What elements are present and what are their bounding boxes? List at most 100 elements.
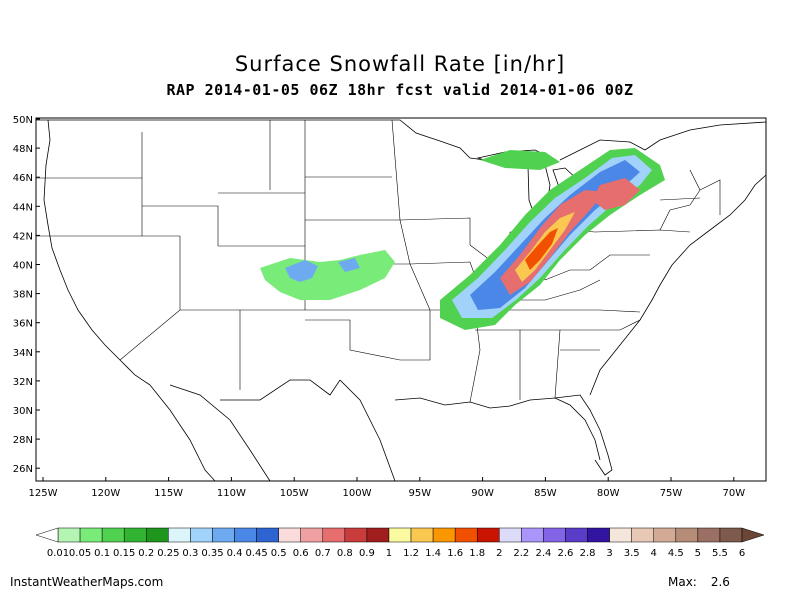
colorbar-label: 0.3 bbox=[182, 548, 198, 559]
colorbar-swatch bbox=[256, 527, 279, 543]
colorbar-swatch bbox=[234, 527, 257, 543]
colorbar-label: 0.2 bbox=[138, 548, 154, 559]
colorbar-swatch bbox=[101, 527, 125, 543]
lon-label: 75W bbox=[660, 488, 683, 499]
site-credit: InstantWeatherMaps.com bbox=[10, 575, 164, 589]
colorbar-label: 1.2 bbox=[403, 548, 419, 559]
lon-label: 105W bbox=[280, 488, 309, 499]
lat-label: 34N bbox=[13, 348, 33, 359]
colorbar-swatch bbox=[565, 527, 588, 543]
colorbar-label: 1.8 bbox=[469, 548, 485, 559]
colorbar-swatch bbox=[123, 527, 147, 543]
colorbar-swatch bbox=[653, 527, 677, 543]
colorbar-swatch bbox=[432, 527, 456, 543]
colorbar-label: 0.01 bbox=[47, 548, 69, 559]
colorbar-swatch bbox=[609, 527, 632, 543]
colorbar-swatch bbox=[719, 527, 743, 543]
max-readout: Max: 2.6 bbox=[668, 575, 730, 589]
colorbar-label: 3.5 bbox=[624, 548, 640, 559]
colorbar-swatch bbox=[697, 527, 721, 543]
snow-region-superior bbox=[480, 150, 560, 170]
colorbar-label: 2 bbox=[496, 548, 502, 559]
lon-label: 90W bbox=[471, 488, 494, 499]
colorbar-label: 0.5 bbox=[271, 548, 287, 559]
lat-label: 36N bbox=[13, 319, 33, 330]
colorbar-label: 2.8 bbox=[580, 548, 596, 559]
colorbar-label: 4.5 bbox=[668, 548, 684, 559]
colorbar-swatch bbox=[212, 527, 235, 543]
colorbar-label: 2.2 bbox=[513, 548, 529, 559]
snow-region-colorado bbox=[285, 260, 318, 282]
colorbar-swatch bbox=[79, 527, 103, 543]
lon-label: 125W bbox=[29, 488, 58, 499]
lat-label: 30N bbox=[13, 406, 33, 417]
lat-label: 26N bbox=[13, 464, 33, 475]
colorbar-label: 0.8 bbox=[337, 548, 353, 559]
colorbar-label: 0.25 bbox=[157, 548, 179, 559]
colorbar-label: 5.5 bbox=[712, 548, 728, 559]
map-title: Surface Snowfall Rate [in/hr] bbox=[234, 52, 566, 76]
lat-label: 50N bbox=[13, 115, 33, 126]
colorbar-swatch bbox=[190, 527, 213, 543]
colorbar-swatch bbox=[146, 527, 169, 543]
lon-label: 80W bbox=[597, 488, 620, 499]
colorbar-swatch bbox=[454, 527, 478, 543]
colorbar-label: 4 bbox=[651, 548, 657, 559]
lon-label: 70W bbox=[722, 488, 745, 499]
colorbar-swatch bbox=[543, 527, 566, 543]
colorbar-label: 0.9 bbox=[359, 548, 375, 559]
colorbar-swatch bbox=[57, 527, 81, 543]
lat-label: 48N bbox=[13, 144, 33, 155]
colorbar-label: 5 bbox=[695, 548, 701, 559]
colorbar-label: 0.4 bbox=[227, 548, 243, 559]
lat-label: 28N bbox=[13, 435, 33, 446]
colorbar-low-arrow bbox=[35, 527, 59, 543]
colorbar-swatch bbox=[344, 527, 368, 543]
lon-label: 85W bbox=[534, 488, 557, 499]
lat-label: 40N bbox=[13, 261, 33, 272]
colorbar-swatch bbox=[322, 527, 346, 543]
colorbar-label: 0.7 bbox=[315, 548, 331, 559]
latitude-axis: 50N 48N 46N 44N 42N 40N 38N 36N 34N 32N 30N 28N 26N bbox=[13, 115, 40, 475]
lat-label: 46N bbox=[13, 173, 33, 184]
colorbar-swatch bbox=[476, 527, 500, 543]
lon-label: 95W bbox=[408, 488, 431, 499]
max-label: Max: bbox=[668, 575, 697, 589]
lon-label: 110W bbox=[217, 488, 246, 499]
colorbar-swatch bbox=[300, 527, 324, 543]
colorbar-label: 1.6 bbox=[447, 548, 463, 559]
colorbar-high-arrow bbox=[741, 527, 765, 543]
colorbar-swatch bbox=[587, 527, 610, 543]
lat-label: 32N bbox=[13, 377, 33, 388]
colorbar-label: 0.35 bbox=[201, 548, 223, 559]
lon-label: 100W bbox=[343, 488, 372, 499]
colorbar-swatch bbox=[366, 527, 390, 543]
colorbar-label: 6 bbox=[739, 548, 745, 559]
colorbar-swatch bbox=[675, 527, 699, 543]
colorbar-label: 0.1 bbox=[94, 548, 110, 559]
colorbar-swatch bbox=[388, 527, 412, 543]
max-value: 2.6 bbox=[710, 575, 730, 589]
lat-label: 42N bbox=[13, 231, 33, 242]
lon-label: 115W bbox=[154, 488, 183, 499]
colorbar-label: 0.05 bbox=[69, 548, 91, 559]
snow-region-peak bbox=[525, 228, 558, 270]
snowfall-field bbox=[260, 148, 665, 330]
map-subtitle: RAP 2014-01-05 06Z 18hr fcst valid 2014-… bbox=[166, 81, 634, 99]
colorbar-swatch bbox=[631, 527, 654, 543]
snow-region-erie bbox=[592, 178, 640, 210]
colorbar-swatch bbox=[410, 527, 434, 543]
colorbar-label: 1 bbox=[386, 548, 392, 559]
snow-region-kansas bbox=[338, 258, 360, 272]
longitude-axis: 125W 120W 115W 110W 105W 100W 95W 90W 85W 80W 75W 7… bbox=[29, 477, 745, 499]
colorbar-label: 1.4 bbox=[425, 548, 441, 559]
colorbar-label: 0.45 bbox=[245, 548, 267, 559]
colorbar-label: 0.6 bbox=[293, 548, 309, 559]
colorbar-label: 0.15 bbox=[113, 548, 135, 559]
colorbar: 0.01 0.05 0.1 0.15 0.2 0.25 0.3 0.35 0.4 0.45 0.5 0… bbox=[35, 527, 765, 559]
lat-label: 44N bbox=[13, 202, 33, 213]
snow-region-plains bbox=[260, 250, 395, 300]
colorbar-swatch bbox=[278, 527, 301, 543]
lat-label: 38N bbox=[13, 290, 33, 301]
